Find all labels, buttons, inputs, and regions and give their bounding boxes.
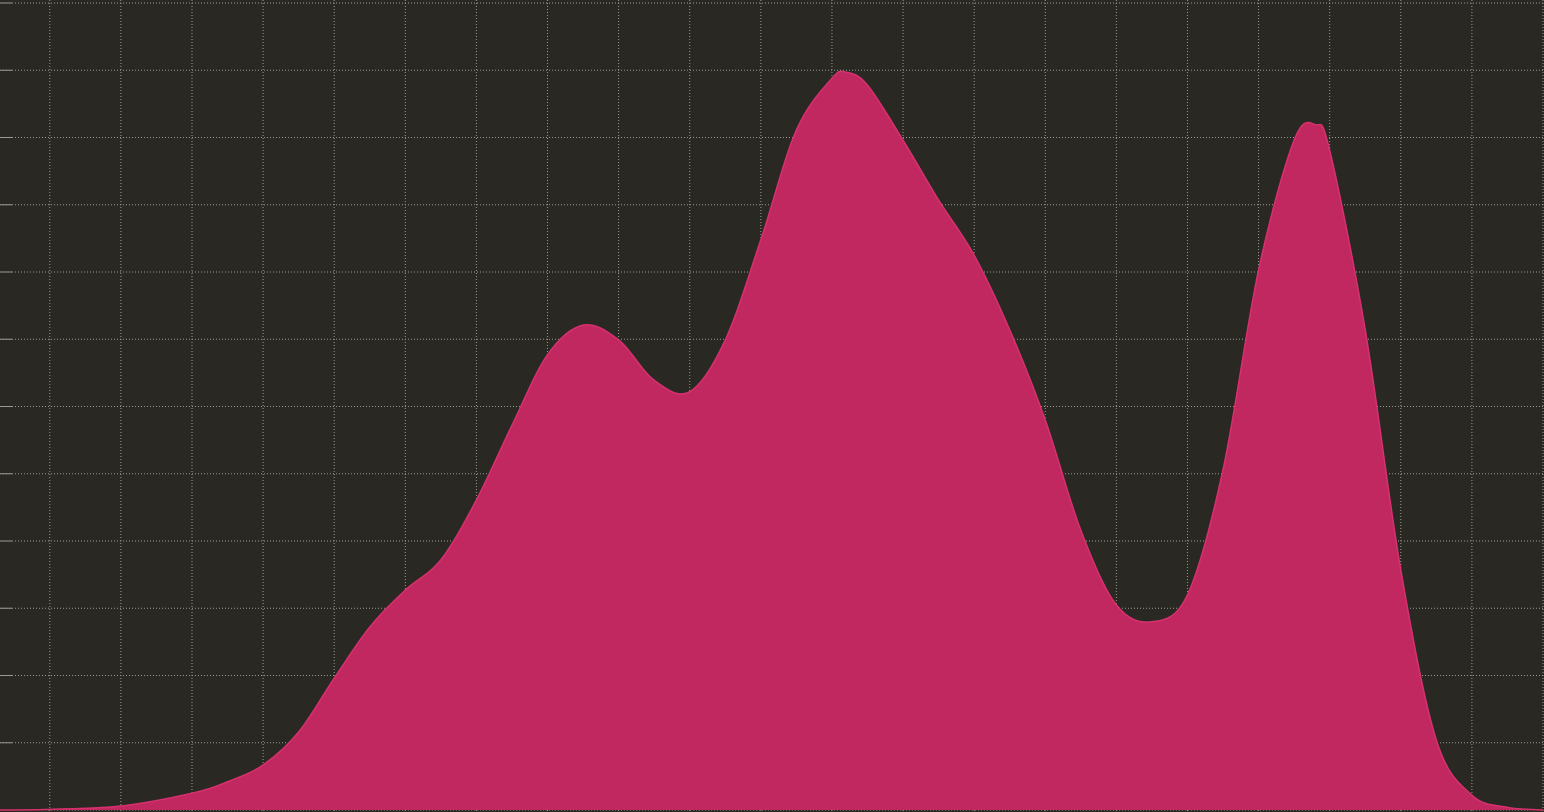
- area-line: [0, 70, 1544, 811]
- area: [0, 71, 1543, 810]
